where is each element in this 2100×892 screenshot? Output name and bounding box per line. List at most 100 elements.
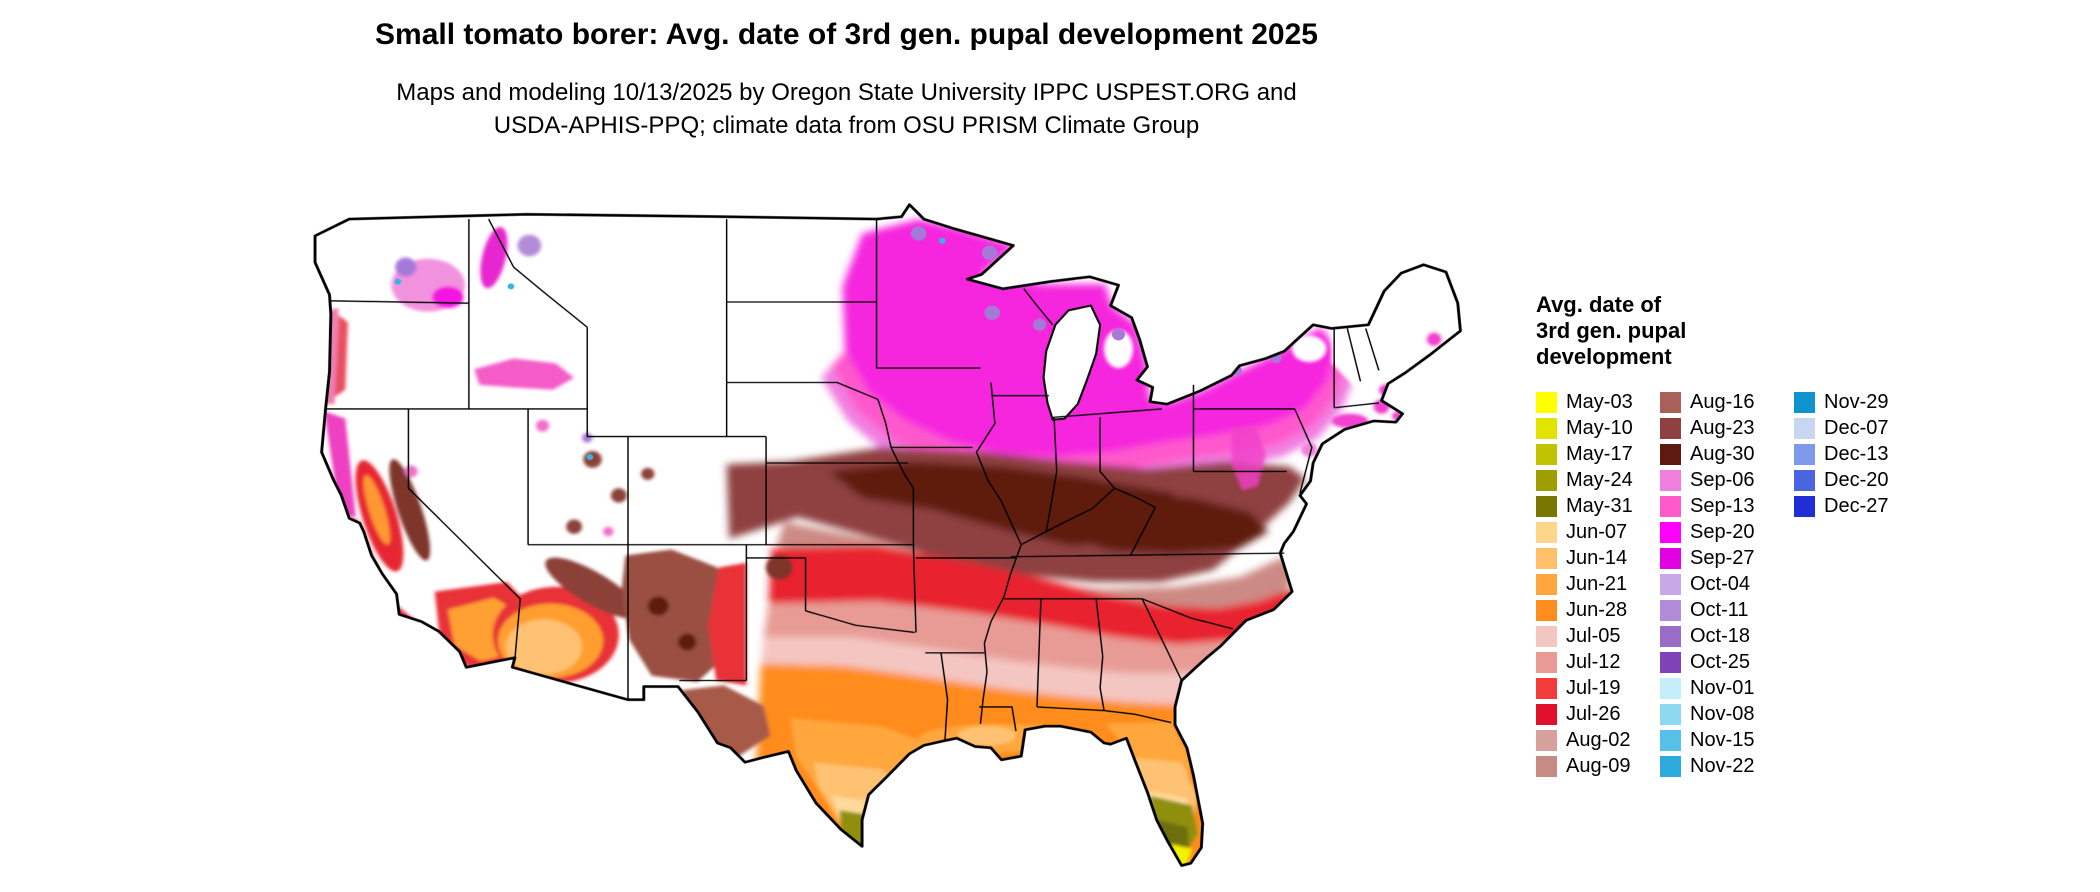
legend-swatch [1660, 469, 1681, 491]
lake-michigan [1042, 304, 1102, 421]
legend-label: May-17 [1566, 442, 1633, 465]
legend-swatch [1660, 391, 1681, 413]
legend-entry: May-17 [1536, 441, 1660, 467]
legend-label: Dec-27 [1824, 494, 1889, 517]
legend-entry: Jul-26 [1536, 701, 1660, 727]
legend-entry: Aug-30 [1660, 441, 1794, 467]
legend-swatch [1660, 755, 1681, 777]
legend-entry: Sep-06 [1660, 467, 1794, 493]
legend-label: Nov-08 [1690, 702, 1755, 725]
legend-swatch [1536, 755, 1557, 777]
legend-swatch [1660, 417, 1681, 439]
legend-label: Oct-25 [1690, 650, 1751, 673]
subtitle-line-2: USDA-APHIS-PPQ; climate data from OSU PR… [493, 112, 1200, 139]
legend-swatch [1794, 495, 1815, 517]
legend-label: May-10 [1566, 416, 1633, 439]
legend-label: Nov-01 [1690, 676, 1755, 699]
legend-entry: Jun-21 [1536, 571, 1660, 597]
legend-entry: Aug-02 [1536, 727, 1660, 753]
legend-swatch [1536, 443, 1557, 465]
legend-entry: May-03 [1536, 389, 1660, 415]
legend-swatch [1660, 677, 1681, 699]
legend-title-line-2: 3rd gen. pupal [1536, 318, 1687, 343]
legend-label: Aug-02 [1566, 728, 1631, 751]
legend-label: Jun-21 [1566, 572, 1628, 595]
us-map-svg [313, 203, 1462, 867]
legend-columns: May-03 May-10 May-17 May-24 May-31 Jun-07 Jun-… [1536, 389, 1918, 779]
legend-label: Oct-04 [1690, 572, 1751, 595]
legend-entry: May-31 [1536, 493, 1660, 519]
page-title: Small tomato borer: Avg. date of 3rd gen… [375, 18, 1318, 51]
legend-swatch [1536, 651, 1557, 673]
legend-label: Jul-12 [1566, 650, 1621, 673]
legend-entry: Nov-29 [1794, 389, 1918, 415]
legend-swatch [1536, 469, 1557, 491]
legend-swatch [1536, 547, 1557, 569]
legend-entry: Oct-04 [1660, 571, 1794, 597]
map-header: Small tomato borer: Avg. date of 3rd gen… [0, 18, 1693, 142]
legend-entry: Jun-28 [1536, 597, 1660, 623]
legend-swatch [1794, 469, 1815, 491]
legend-label: Dec-13 [1824, 442, 1889, 465]
legend-entry: Nov-15 [1660, 727, 1794, 753]
legend-swatch [1536, 625, 1557, 647]
legend-entry: Oct-25 [1660, 649, 1794, 675]
legend-entry: Dec-13 [1794, 441, 1918, 467]
legend-column-1: May-03 May-10 May-17 May-24 May-31 Jun-07 Jun-… [1536, 389, 1660, 779]
us-map [198, 171, 1513, 892]
legend-label: Sep-13 [1690, 494, 1755, 517]
legend-label: Sep-06 [1690, 468, 1755, 491]
legend-title-line-1: Avg. date of [1536, 292, 1662, 317]
legend: Avg. date of 3rd gen. pupal development … [1536, 292, 1918, 779]
legend-label: Nov-15 [1690, 728, 1755, 751]
legend-label: Jun-14 [1566, 546, 1628, 569]
legend-swatch [1536, 417, 1557, 439]
legend-entry: Jun-14 [1536, 545, 1660, 571]
legend-swatch [1794, 443, 1815, 465]
legend-entry: Sep-20 [1660, 519, 1794, 545]
legend-label: Jun-28 [1566, 598, 1628, 621]
legend-entry: Dec-20 [1794, 467, 1918, 493]
legend-swatch [1536, 677, 1557, 699]
legend-label: Nov-29 [1824, 390, 1889, 413]
legend-swatch [1536, 495, 1557, 517]
legend-entry: Dec-07 [1794, 415, 1918, 441]
legend-entry: Nov-22 [1660, 753, 1794, 779]
legend-swatch [1660, 703, 1681, 725]
legend-swatch [1660, 521, 1681, 543]
legend-label: Nov-22 [1690, 754, 1755, 777]
legend-entry: Jul-19 [1536, 675, 1660, 701]
legend-label: May-03 [1566, 390, 1633, 413]
legend-swatch [1660, 495, 1681, 517]
legend-label: May-31 [1566, 494, 1633, 517]
legend-label: Aug-16 [1690, 390, 1755, 413]
legend-title: Avg. date of 3rd gen. pupal development [1536, 292, 1918, 370]
legend-label: Dec-20 [1824, 468, 1889, 491]
legend-swatch [1536, 729, 1557, 751]
legend-column-2: Aug-16 Aug-23 Aug-30 Sep-06 Sep-13 Sep-20 Sep-… [1660, 389, 1794, 779]
legend-entry: Oct-18 [1660, 623, 1794, 649]
legend-label: Aug-30 [1690, 442, 1755, 465]
legend-swatch [1536, 391, 1557, 413]
legend-label: Oct-18 [1690, 624, 1751, 647]
legend-swatch [1794, 391, 1815, 413]
state-borders [325, 218, 1380, 741]
legend-swatch [1536, 521, 1557, 543]
map-raster-layer [315, 204, 1461, 866]
legend-swatch [1794, 417, 1815, 439]
legend-swatch [1660, 625, 1681, 647]
legend-swatch [1660, 729, 1681, 751]
legend-label: Sep-20 [1690, 520, 1755, 543]
legend-swatch [1660, 599, 1681, 621]
legend-swatch [1536, 573, 1557, 595]
legend-entry: Sep-27 [1660, 545, 1794, 571]
legend-label: Aug-23 [1690, 416, 1755, 439]
legend-entry: Sep-13 [1660, 493, 1794, 519]
legend-entry: Dec-27 [1794, 493, 1918, 519]
legend-entry: Aug-09 [1536, 753, 1660, 779]
legend-label: Oct-11 [1690, 598, 1749, 621]
legend-swatch [1536, 599, 1557, 621]
legend-label: Jul-19 [1566, 676, 1621, 699]
legend-column-3: Nov-29 Dec-07 Dec-13 Dec-20 Dec-27 [1794, 389, 1918, 779]
